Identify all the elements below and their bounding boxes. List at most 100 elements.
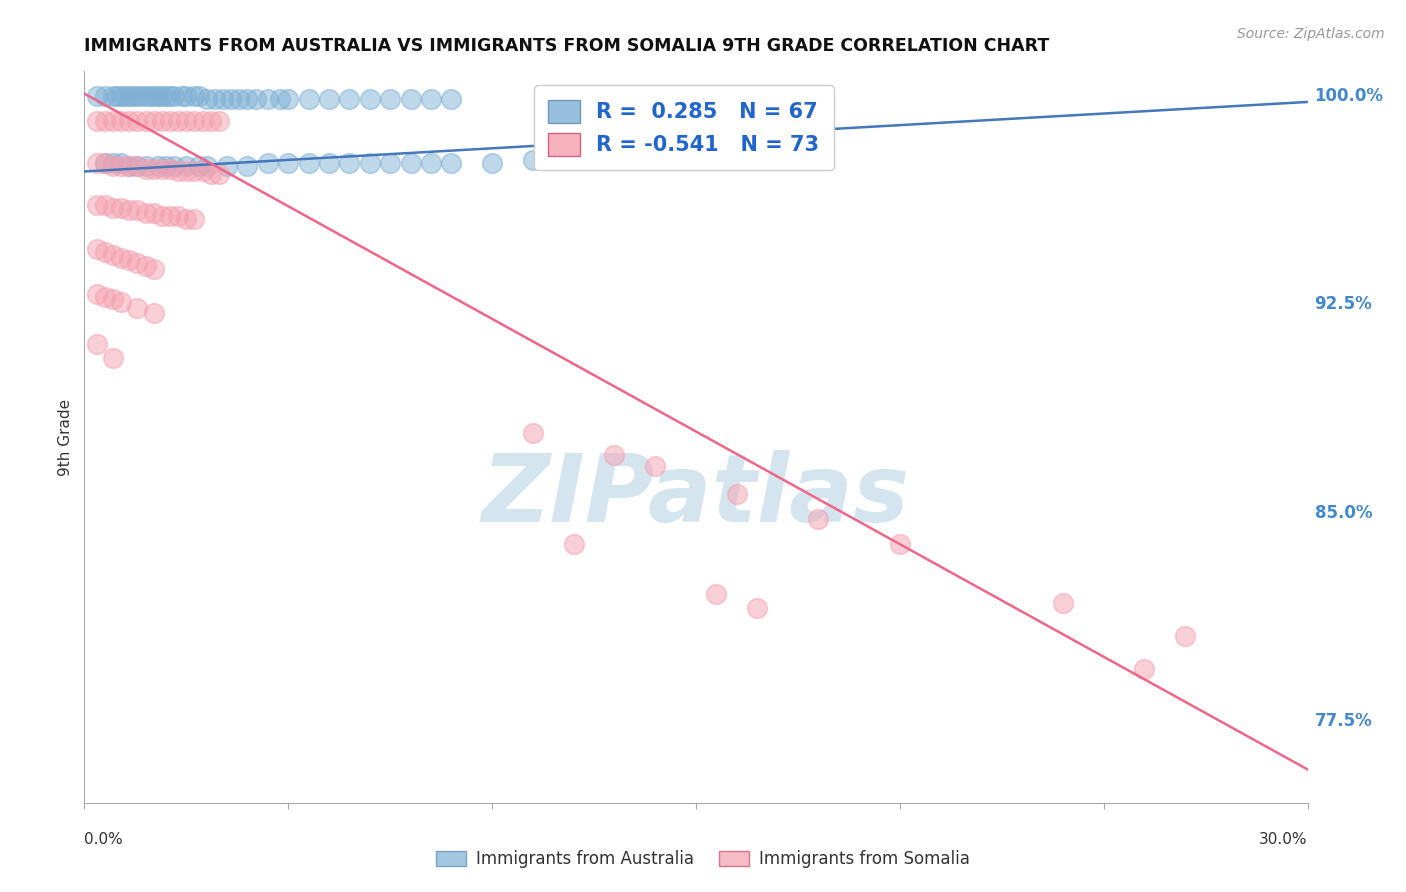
Point <box>245 92 267 106</box>
Point <box>142 161 165 176</box>
Point <box>86 89 108 103</box>
Point <box>127 203 149 218</box>
Point <box>163 159 186 173</box>
Point <box>159 89 181 103</box>
Point <box>93 245 115 260</box>
Point <box>183 164 205 178</box>
Point <box>747 601 769 615</box>
Point <box>118 253 141 268</box>
Point <box>86 114 108 128</box>
Point <box>167 114 190 128</box>
Point <box>127 159 149 173</box>
Point <box>187 89 209 103</box>
Point <box>219 92 242 106</box>
Point <box>163 89 186 103</box>
Point <box>167 209 190 223</box>
Point <box>159 209 181 223</box>
Point <box>110 251 132 265</box>
Point <box>110 114 132 128</box>
Point <box>131 89 153 103</box>
Point <box>380 92 402 106</box>
Point <box>150 89 173 103</box>
Point <box>142 206 165 220</box>
Point <box>440 92 463 106</box>
Point <box>174 89 197 103</box>
Point <box>142 114 165 128</box>
Point <box>135 206 157 220</box>
Point <box>101 159 124 173</box>
Point <box>122 89 145 103</box>
Point <box>135 159 157 173</box>
Text: Source: ZipAtlas.com: Source: ZipAtlas.com <box>1237 27 1385 41</box>
Point <box>183 114 205 128</box>
Point <box>217 159 239 173</box>
Point <box>208 167 231 181</box>
Point <box>236 92 259 106</box>
Point <box>208 114 231 128</box>
Point <box>195 159 218 173</box>
Point <box>277 92 299 106</box>
Point <box>118 203 141 218</box>
Point <box>318 92 340 106</box>
Point <box>110 89 132 103</box>
Point <box>359 156 381 170</box>
Point <box>1174 629 1197 643</box>
Point <box>174 211 197 226</box>
Point <box>174 164 197 178</box>
Point <box>228 92 250 106</box>
Point <box>101 156 124 170</box>
Point <box>1052 596 1074 610</box>
Point <box>110 201 132 215</box>
Point <box>174 114 197 128</box>
Point <box>135 114 157 128</box>
Point <box>127 159 149 173</box>
Point <box>93 89 115 103</box>
Point <box>150 209 173 223</box>
Point <box>159 161 181 176</box>
Point <box>399 156 422 170</box>
Point <box>142 89 165 103</box>
Text: 30.0%: 30.0% <box>1260 832 1308 847</box>
Point <box>146 89 169 103</box>
Point <box>101 248 124 262</box>
Point <box>481 156 503 170</box>
Point <box>359 92 381 106</box>
Point <box>200 167 222 181</box>
Point <box>889 537 911 551</box>
Point <box>522 153 544 168</box>
Point <box>298 156 321 170</box>
Point <box>86 337 108 351</box>
Point <box>155 159 177 173</box>
Point <box>118 114 141 128</box>
Point <box>118 159 141 173</box>
Point <box>167 164 190 178</box>
Point <box>155 89 177 103</box>
Point <box>1133 662 1156 676</box>
Point <box>142 261 165 276</box>
Point <box>135 259 157 273</box>
Point <box>204 92 226 106</box>
Legend: Immigrants from Australia, Immigrants from Somalia: Immigrants from Australia, Immigrants fr… <box>429 844 977 875</box>
Point <box>420 156 443 170</box>
Point <box>86 286 108 301</box>
Point <box>183 89 205 103</box>
Point <box>127 114 149 128</box>
Point <box>110 159 132 173</box>
Point <box>150 161 173 176</box>
Point <box>420 92 443 106</box>
Point <box>174 159 197 173</box>
Point <box>135 161 157 176</box>
Point <box>191 114 214 128</box>
Point <box>101 114 124 128</box>
Point <box>277 156 299 170</box>
Point <box>127 301 149 315</box>
Point <box>725 487 748 501</box>
Point <box>101 201 124 215</box>
Point <box>339 156 361 170</box>
Point <box>399 92 422 106</box>
Point <box>236 159 259 173</box>
Point <box>86 243 108 257</box>
Point <box>603 151 626 165</box>
Point <box>101 89 124 103</box>
Point <box>93 198 115 212</box>
